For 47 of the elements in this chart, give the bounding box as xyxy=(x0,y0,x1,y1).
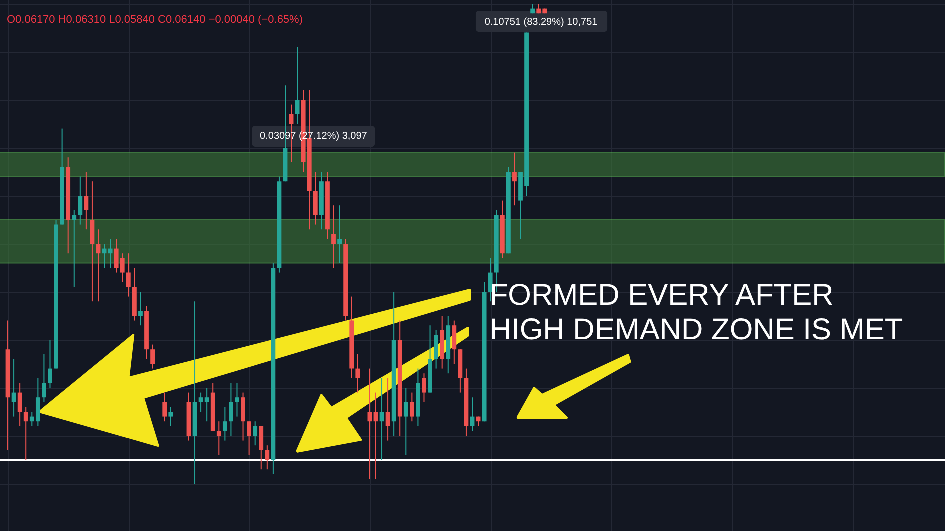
candlestick xyxy=(24,406,28,460)
candlestick xyxy=(338,205,342,264)
candlestick xyxy=(42,354,46,403)
candlestick xyxy=(126,253,131,298)
candlestick xyxy=(84,172,89,230)
candlestick xyxy=(222,406,228,442)
candlestick xyxy=(204,388,210,422)
candlestick xyxy=(434,330,439,370)
candlestick xyxy=(138,292,143,326)
candlestick xyxy=(150,344,155,370)
candlestick xyxy=(356,354,360,394)
candlestick xyxy=(216,421,222,456)
candlestick xyxy=(265,445,270,470)
annotation: FORMED EVERY AFTER HIGH DEMAND ZONE IS MET xyxy=(490,279,904,346)
candlestick xyxy=(18,382,22,427)
candlestick xyxy=(162,392,168,422)
candlestick xyxy=(90,181,95,302)
candlestick xyxy=(404,388,408,456)
annotation: 0.10751 (83.29%) 10,751 xyxy=(484,17,598,28)
candlestick xyxy=(452,320,457,364)
candlestick xyxy=(368,368,372,480)
candlestick xyxy=(332,205,336,268)
candlestick xyxy=(253,421,258,446)
candlestick xyxy=(313,172,318,226)
candlestick xyxy=(386,378,390,442)
candlestick xyxy=(374,392,378,480)
candlestick xyxy=(96,229,101,302)
candlestick xyxy=(168,406,174,427)
candlestick xyxy=(108,238,113,268)
candlestick xyxy=(235,382,240,418)
candlestick xyxy=(72,210,77,288)
annotation: O0.06170 H0.06310 L0.05840 C0.06140 −0.00040 (−0.65%) xyxy=(6,14,304,26)
candlestick xyxy=(380,378,384,460)
candlestick xyxy=(229,382,234,436)
candlestick xyxy=(512,152,517,206)
candlestick xyxy=(198,392,204,412)
candlestick xyxy=(247,421,252,456)
candlestick xyxy=(295,46,300,124)
candlestick xyxy=(422,373,426,403)
candlestick xyxy=(12,358,16,418)
candlestick xyxy=(259,426,264,470)
candlestick xyxy=(78,176,83,226)
candlestick xyxy=(470,397,475,432)
candlestick xyxy=(410,392,414,422)
candlestick xyxy=(48,340,52,388)
candlestick xyxy=(488,258,493,302)
candlestick xyxy=(241,392,246,442)
